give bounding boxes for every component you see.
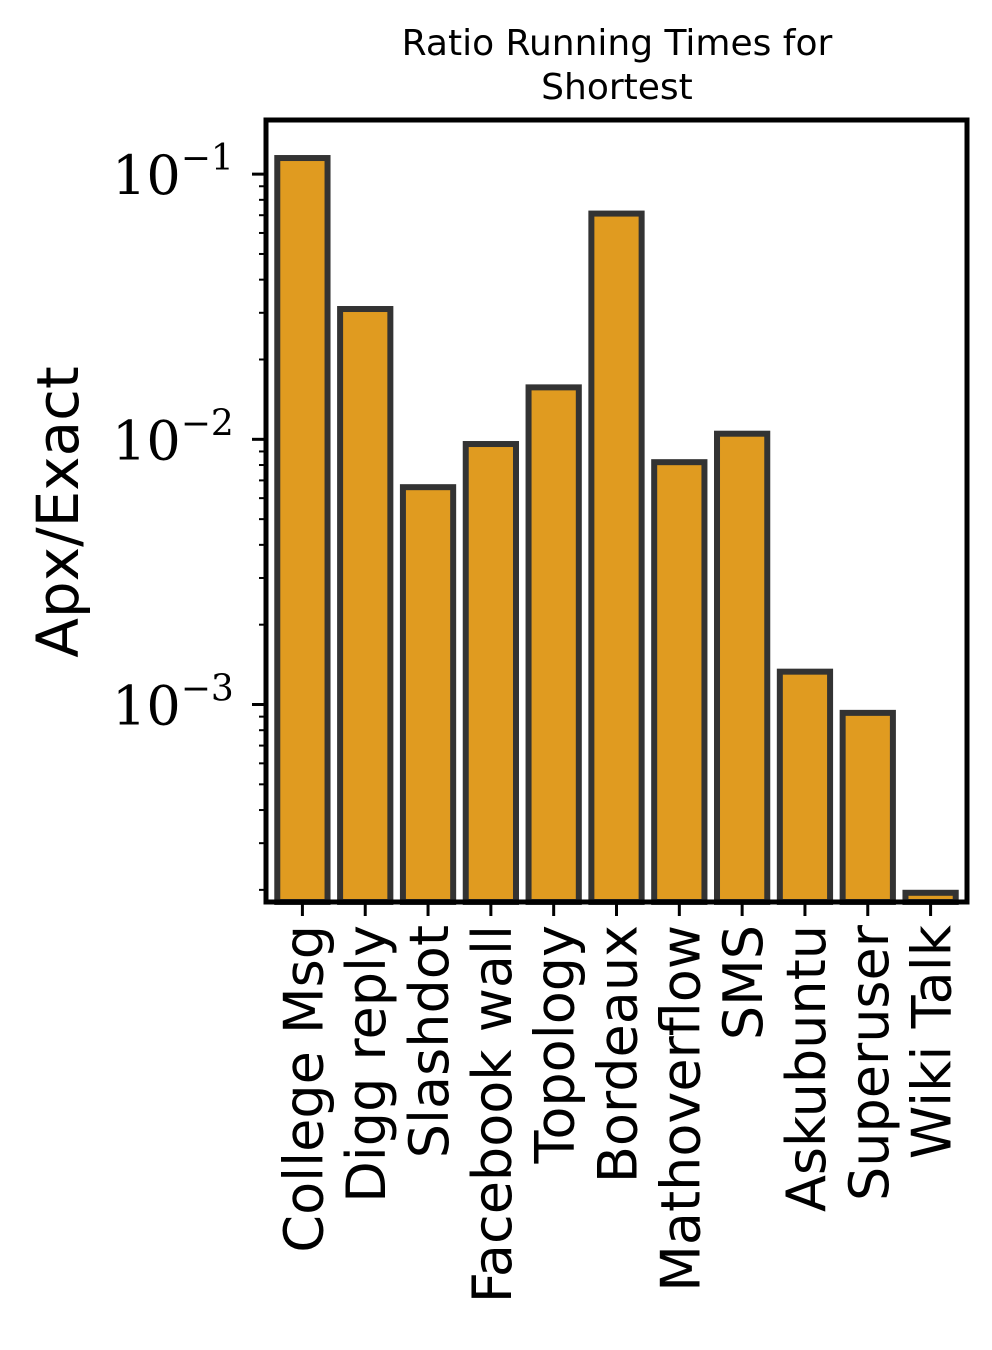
x-tick-label: Digg reply bbox=[335, 925, 398, 1203]
y-tick-label: 10−1 bbox=[112, 138, 234, 207]
chart-title-line-1: Ratio Running Times for bbox=[402, 23, 833, 64]
x-tick-label: Superuser bbox=[838, 924, 901, 1201]
bar-3 bbox=[462, 441, 519, 905]
bar-2 bbox=[399, 484, 457, 905]
bar-8 bbox=[776, 668, 834, 905]
bar-4 bbox=[525, 384, 582, 905]
bar-5 bbox=[588, 210, 645, 906]
bar-6 bbox=[651, 459, 708, 905]
y-tick-label: 10−3 bbox=[112, 669, 234, 738]
y-axis-ticks: 10−1 10−2 10−3 bbox=[112, 138, 266, 891]
bar-1 bbox=[337, 306, 394, 905]
x-tick-label: College Msg bbox=[272, 925, 335, 1253]
x-tick-label: Askubuntu bbox=[775, 925, 838, 1212]
plot-frame bbox=[263, 117, 970, 905]
chart-title-line-2: Shortest bbox=[541, 67, 693, 108]
x-tick-label: Facebook wall bbox=[461, 925, 524, 1303]
x-tick-label: Bordeaux bbox=[587, 925, 650, 1183]
bar-0 bbox=[274, 155, 331, 905]
x-tick-label: Topology bbox=[524, 925, 587, 1164]
x-axis-ticks: College Msg Digg reply Slashdot Facebook wa… bbox=[272, 902, 964, 1303]
bar-7 bbox=[714, 430, 771, 905]
bars bbox=[274, 155, 959, 906]
x-tick-label: Slashdot bbox=[398, 925, 461, 1158]
y-tick-label: 10−2 bbox=[112, 403, 234, 472]
x-tick-label: SMS bbox=[712, 925, 775, 1040]
y-axis-label: Apx/Exact bbox=[24, 366, 92, 658]
x-tick-label: Wiki Talk bbox=[901, 924, 964, 1159]
x-tick-label: Mathoverflow bbox=[649, 925, 712, 1292]
bar-9 bbox=[839, 709, 896, 905]
